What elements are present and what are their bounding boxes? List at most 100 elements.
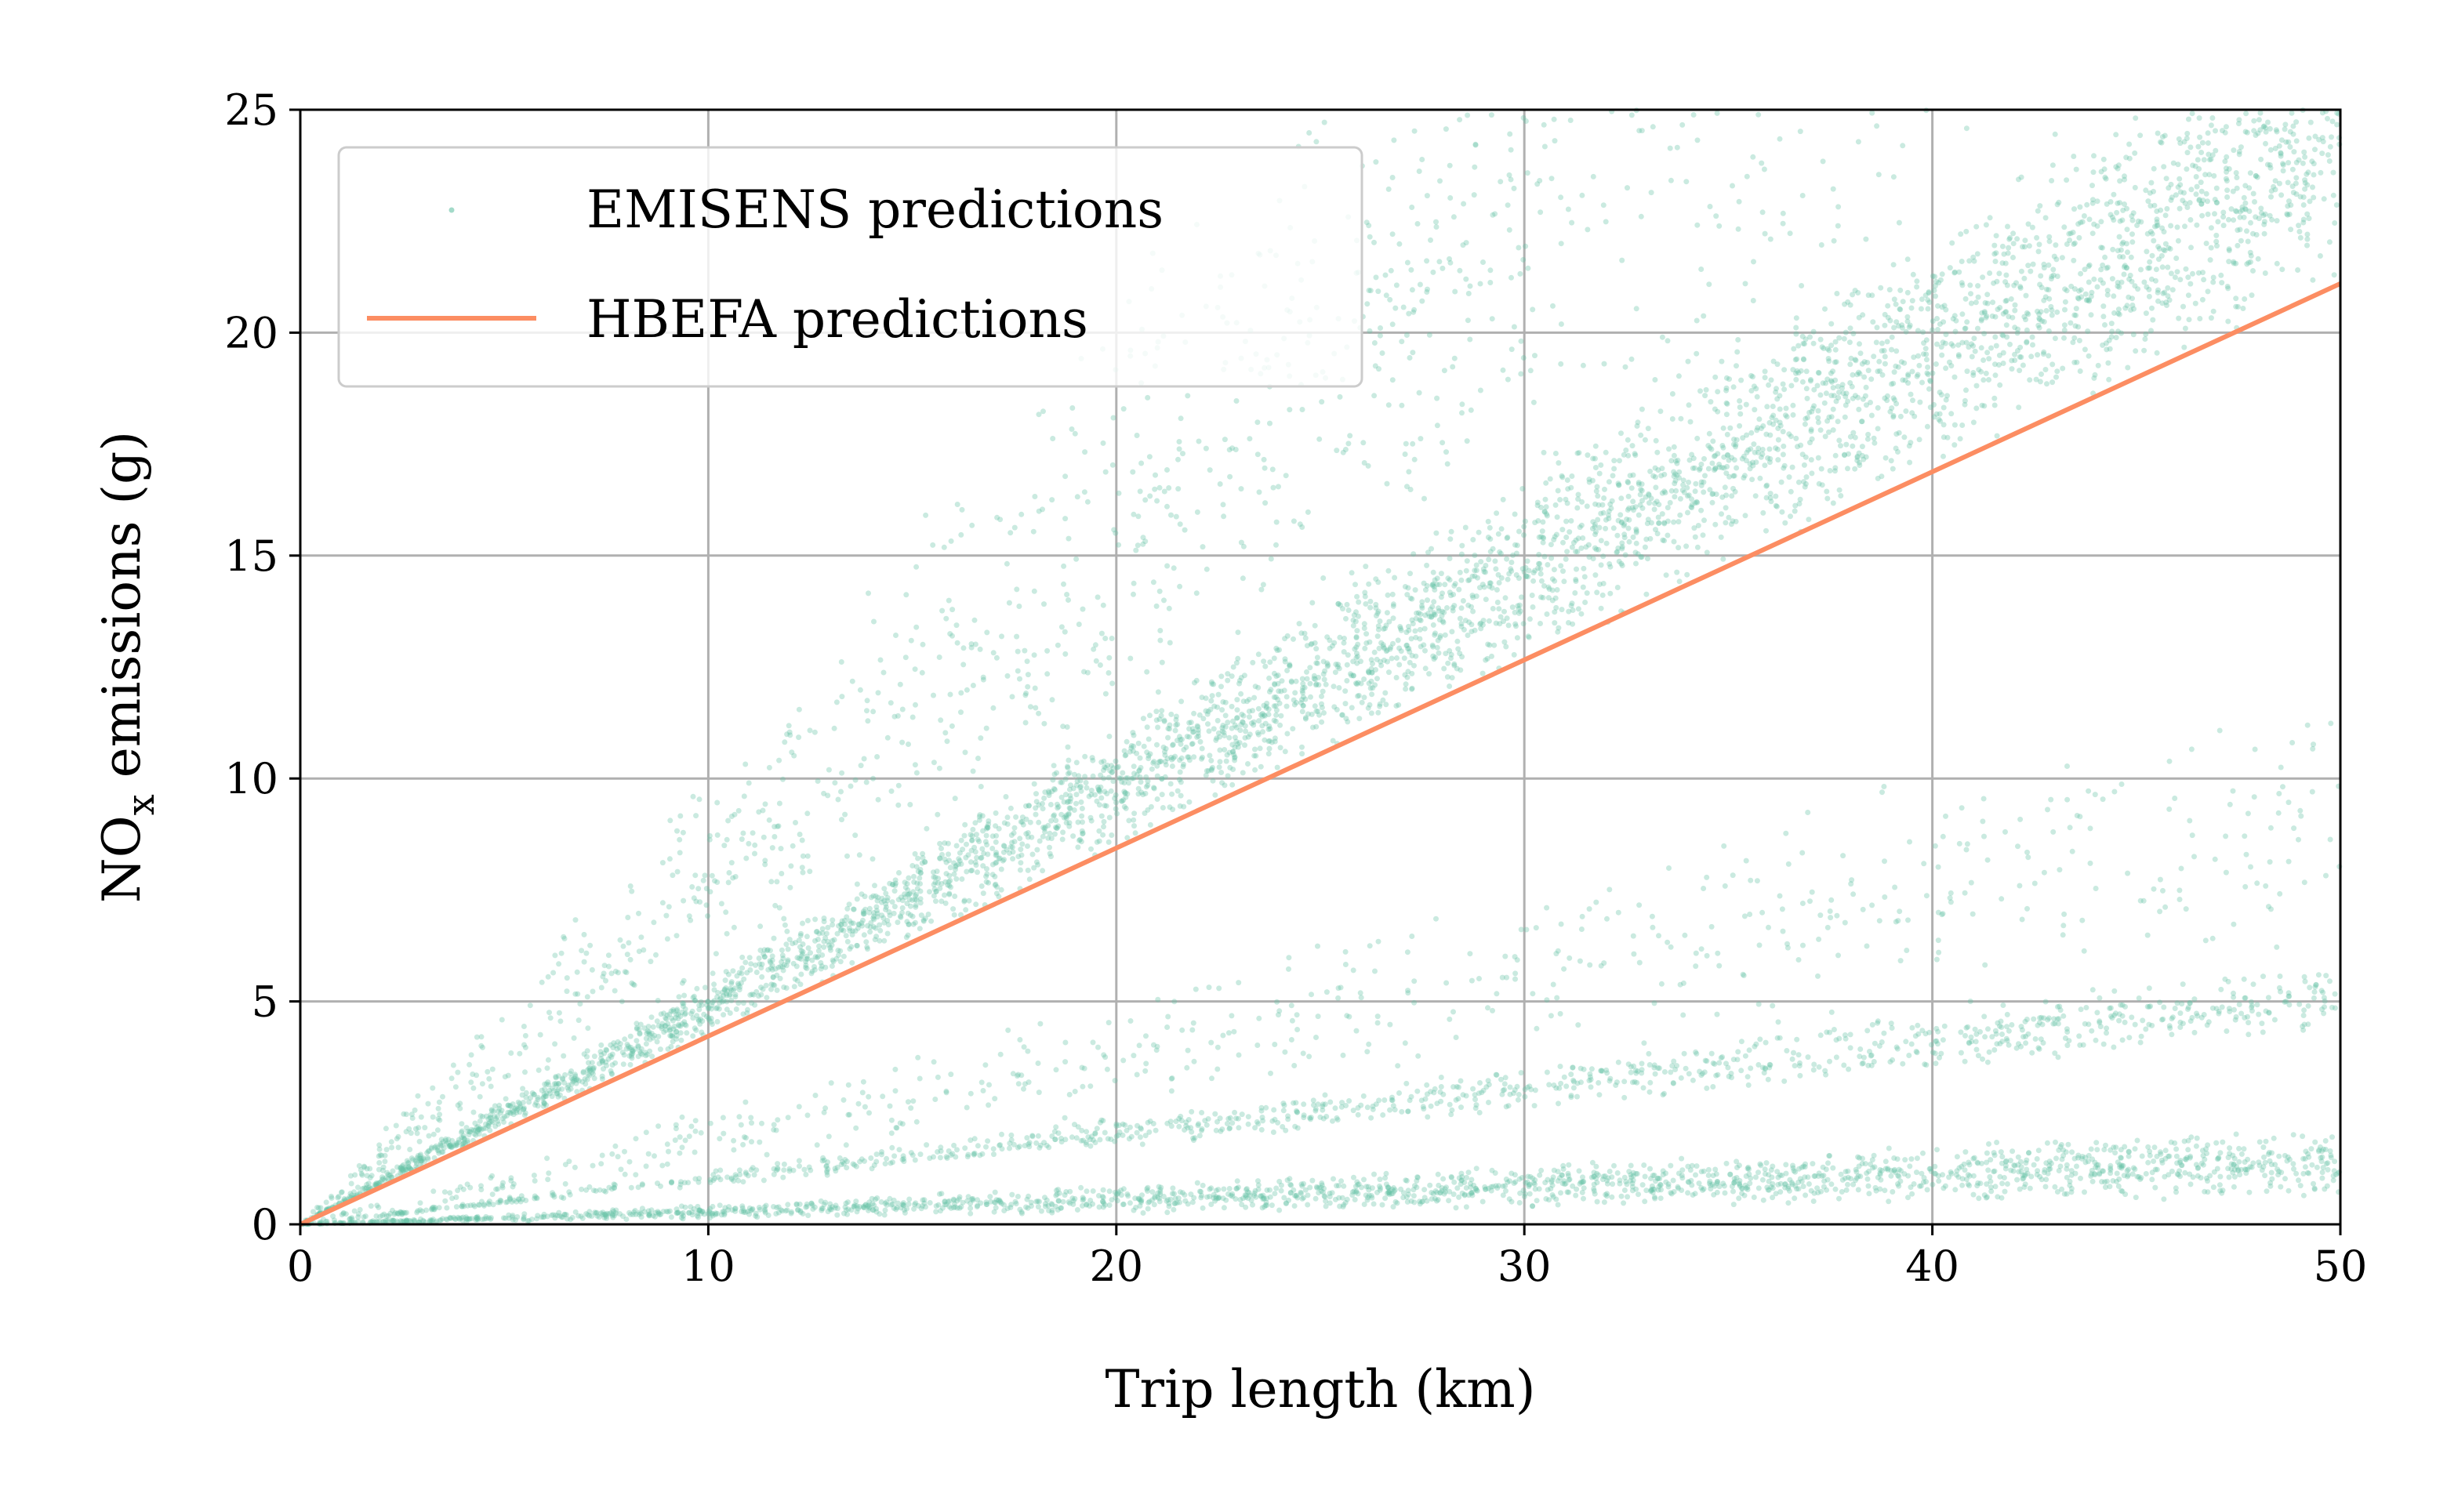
emisens-point xyxy=(2194,183,2200,190)
emisens-point xyxy=(1209,681,1215,687)
emisens-point xyxy=(438,1137,445,1143)
emisens-point xyxy=(1855,139,1861,145)
emisens-point xyxy=(1229,781,1236,788)
emisens-point xyxy=(2231,147,2237,154)
emisens-point xyxy=(1154,763,1160,769)
emisens-point xyxy=(1392,305,1399,311)
emisens-point xyxy=(1150,579,1156,586)
emisens-point xyxy=(467,1129,473,1135)
emisens-point xyxy=(1418,618,1424,624)
emisens-point xyxy=(1704,549,1710,556)
emisens-point xyxy=(872,883,877,889)
emisens-point xyxy=(1485,518,1491,524)
emisens-point xyxy=(1371,649,1378,655)
emisens-point xyxy=(1334,706,1340,712)
emisens-point xyxy=(540,1095,546,1101)
emisens-point xyxy=(620,943,626,949)
emisens-point xyxy=(1178,792,1184,799)
emisens-point xyxy=(679,1021,685,1027)
emisens-point xyxy=(809,957,815,963)
emisens-point xyxy=(2049,361,2056,368)
emisens-point xyxy=(1847,380,1853,386)
emisens-point xyxy=(2290,123,2296,129)
emisens-point xyxy=(1981,309,1988,315)
emisens-point xyxy=(1170,742,1175,749)
emisens-point xyxy=(1745,447,1752,453)
emisens-point xyxy=(879,895,885,901)
emisens-point xyxy=(1009,694,1015,700)
emisens-point xyxy=(861,932,867,938)
emisens-point xyxy=(643,1035,649,1042)
emisens-point xyxy=(1782,520,1788,526)
emisens-point xyxy=(1639,498,1645,504)
emisens-point xyxy=(1171,755,1177,761)
emisens-point xyxy=(2121,264,2127,270)
emisens-point xyxy=(1095,784,1101,790)
emisens-point xyxy=(1212,792,1218,798)
emisens-point xyxy=(771,935,777,941)
emisens-point xyxy=(830,959,837,965)
emisens-point xyxy=(1577,524,1583,531)
emisens-point xyxy=(2144,230,2151,237)
emisens-point xyxy=(1617,512,1624,518)
emisens-point xyxy=(980,828,986,834)
emisens-point xyxy=(1882,395,1888,401)
emisens-point xyxy=(676,1023,682,1029)
emisens-point xyxy=(1663,572,1669,578)
emisens-point xyxy=(2144,248,2150,255)
emisens-point xyxy=(771,982,778,988)
emisens-point xyxy=(1689,502,1695,508)
emisens-point xyxy=(1622,364,1628,370)
emisens-point xyxy=(390,1168,396,1174)
emisens-point xyxy=(874,754,880,760)
emisens-point xyxy=(2220,209,2227,216)
emisens-point xyxy=(946,890,953,897)
emisens-point xyxy=(915,855,921,861)
emisens-point xyxy=(1859,419,1865,425)
emisens-point xyxy=(1742,513,1748,519)
emisens-point xyxy=(1082,774,1088,780)
emisens-point xyxy=(598,1052,604,1058)
emisens-point xyxy=(1567,118,1574,123)
emisens-point xyxy=(2286,211,2293,217)
emisens-point xyxy=(1516,602,1523,608)
emisens-point xyxy=(740,1000,746,1006)
emisens-point xyxy=(854,942,860,948)
emisens-point xyxy=(1586,477,1592,482)
emisens-point xyxy=(1773,493,1779,499)
emisens-point xyxy=(1469,629,1475,635)
emisens-point xyxy=(709,1003,715,1009)
emisens-point xyxy=(2110,246,2116,252)
emisens-point xyxy=(647,1048,653,1054)
emisens-point xyxy=(1953,317,1959,324)
emisens-point xyxy=(1181,747,1187,752)
emisens-point xyxy=(946,883,953,889)
emisens-point xyxy=(1773,502,1779,509)
emisens-point xyxy=(2300,202,2307,208)
emisens-point xyxy=(2224,169,2230,175)
emisens-point xyxy=(798,948,804,954)
emisens-point xyxy=(2098,219,2104,225)
emisens-point xyxy=(429,1144,434,1151)
emisens-point xyxy=(965,852,971,858)
emisens-point xyxy=(1838,443,1843,449)
emisens-point xyxy=(691,993,697,999)
emisens-point xyxy=(1815,455,1821,461)
emisens-point xyxy=(2018,354,2024,361)
emisens-point xyxy=(359,1172,365,1178)
emisens-point xyxy=(1905,373,1911,379)
emisens-point xyxy=(1157,637,1164,644)
emisens-point xyxy=(1440,440,1446,446)
emisens-point xyxy=(1393,675,1400,680)
emisens-point xyxy=(584,1076,590,1082)
emisens-point xyxy=(399,1166,405,1173)
emisens-point xyxy=(796,937,802,944)
emisens-point xyxy=(2021,275,2028,281)
emisens-point xyxy=(1578,522,1585,528)
emisens-point xyxy=(535,1094,541,1100)
emisens-point xyxy=(2226,248,2232,254)
emisens-point xyxy=(581,959,587,965)
emisens-point xyxy=(1661,538,1668,544)
emisens-point xyxy=(937,840,943,847)
emisens-point xyxy=(1355,641,1361,647)
